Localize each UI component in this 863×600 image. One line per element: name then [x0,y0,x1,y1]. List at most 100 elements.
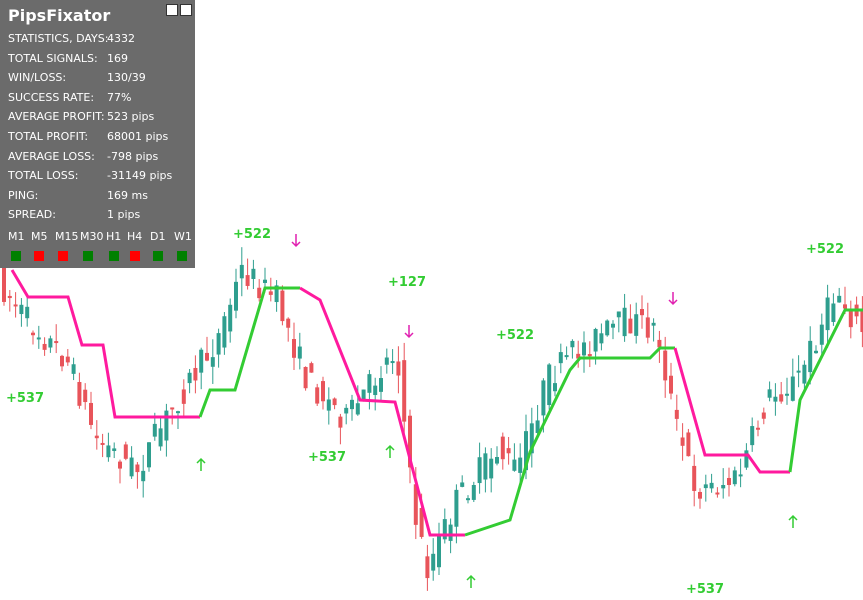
candle-body [147,442,151,468]
candle-body [94,435,99,439]
stat-value: 130/39 [107,71,146,85]
candle-body [89,402,93,425]
candle-body [767,389,772,398]
candle-body [239,264,244,279]
candle-body [71,364,76,374]
candle-body [338,416,343,428]
candle-body [176,411,180,414]
candle-body [680,437,685,446]
candle-body [373,385,378,396]
candle-body [727,477,731,486]
candle-body [466,498,470,501]
candle-body [193,367,198,381]
timeframe-status [130,251,140,261]
signal-arrow [385,444,395,458]
stat-value: 4332 [107,32,135,45]
candle-body [123,444,128,459]
candle-body [576,353,581,359]
timeframe-label: H4 [127,230,143,243]
minimize-button[interactable] [166,4,178,16]
candle-body [535,420,540,434]
candle-body [721,485,726,489]
timeframe-label: M5 [31,230,48,243]
candle-body [65,356,70,363]
candle-body [756,427,760,430]
candle-body [152,423,157,437]
stat-label: SUCCESS RATE: [8,90,95,104]
signal-arrow [788,514,798,528]
timeframe-status [34,251,44,261]
candle-body [54,341,59,344]
profit-label: +522 [496,328,534,343]
candle-body [512,459,517,471]
candle-body [837,295,842,303]
candle-body [321,381,325,402]
timeframe-status [83,251,93,261]
timeframe-label: H1 [106,230,122,243]
candle-body [425,556,430,579]
candle-body [454,489,459,527]
candle-body [199,349,204,373]
candle-body [674,409,679,419]
candle-body [2,266,6,302]
candle-body [582,342,586,356]
candle-body [19,304,24,315]
trend-line [10,269,200,419]
candle-body [60,355,64,367]
candle-body [628,318,633,334]
candle-body [785,393,789,396]
timeframe-label: M15 [55,230,79,243]
timeframe-label: W1 [174,230,192,243]
candle-body [309,363,314,373]
candle-body [297,346,302,359]
candle-body [164,410,169,441]
candle-body [744,450,749,468]
candle-body [860,310,863,333]
candle-body [263,279,267,283]
candle-body [622,307,627,337]
timeframe-status [177,251,187,261]
candle-body [408,415,412,468]
candle-body [593,328,598,352]
candle-body [547,364,552,406]
signal-arrow [196,457,206,471]
candle-body [396,361,401,376]
candle-body [129,457,134,477]
candle-body [384,357,389,365]
candle-body [158,428,163,447]
timeframe-label: D1 [150,230,166,243]
timeframe-label: M1 [8,230,25,243]
candle-body [640,308,644,316]
candle-body [599,333,604,344]
candle-body [564,355,569,358]
candle-body [274,285,279,303]
candle-body [489,458,494,479]
stat-value: 68001 pips [107,130,169,143]
candle-body [500,436,505,460]
profit-label: +537 [6,391,44,406]
panel-title: PipsFixator [8,6,111,25]
candle-body [332,398,337,406]
candle-body [7,295,12,299]
candle-body [106,445,111,458]
candle-body [245,275,250,286]
candle-body [732,470,737,485]
stat-value: 1 pips [107,208,141,222]
candle-body [222,316,227,348]
timeframe-status [11,251,21,261]
candle-body [286,318,291,328]
stats-panel: PipsFixator STATISTICS, DAYS: 4332 TOTAL S… [0,0,195,268]
candle-body [216,333,221,355]
stat-label: TOTAL LOSS: [8,169,79,183]
signal-arrow [668,292,678,306]
candle-body [541,380,546,416]
candle-body [779,394,784,402]
candle-body [344,407,349,414]
candle-body [402,360,407,422]
maximize-button[interactable] [180,4,192,16]
candle-body [83,389,88,403]
candle-body [112,448,117,452]
trend-line [464,346,675,537]
candle-body [616,311,621,318]
candle-body [831,303,836,322]
